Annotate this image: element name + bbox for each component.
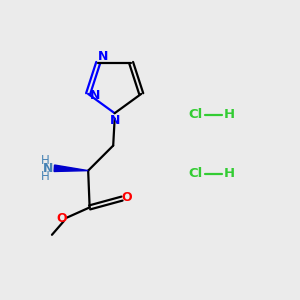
Text: O: O (122, 191, 132, 205)
Text: H: H (223, 108, 235, 121)
Polygon shape (54, 165, 88, 172)
Text: N: N (98, 50, 109, 63)
Text: H: H (40, 154, 49, 166)
Text: N: N (90, 89, 100, 102)
Text: N: N (110, 114, 121, 127)
Text: Cl: Cl (188, 167, 203, 180)
Text: H: H (223, 167, 235, 180)
Text: O: O (56, 212, 67, 225)
Text: H: H (40, 170, 49, 183)
Text: N: N (43, 162, 53, 175)
Text: Cl: Cl (188, 108, 203, 121)
